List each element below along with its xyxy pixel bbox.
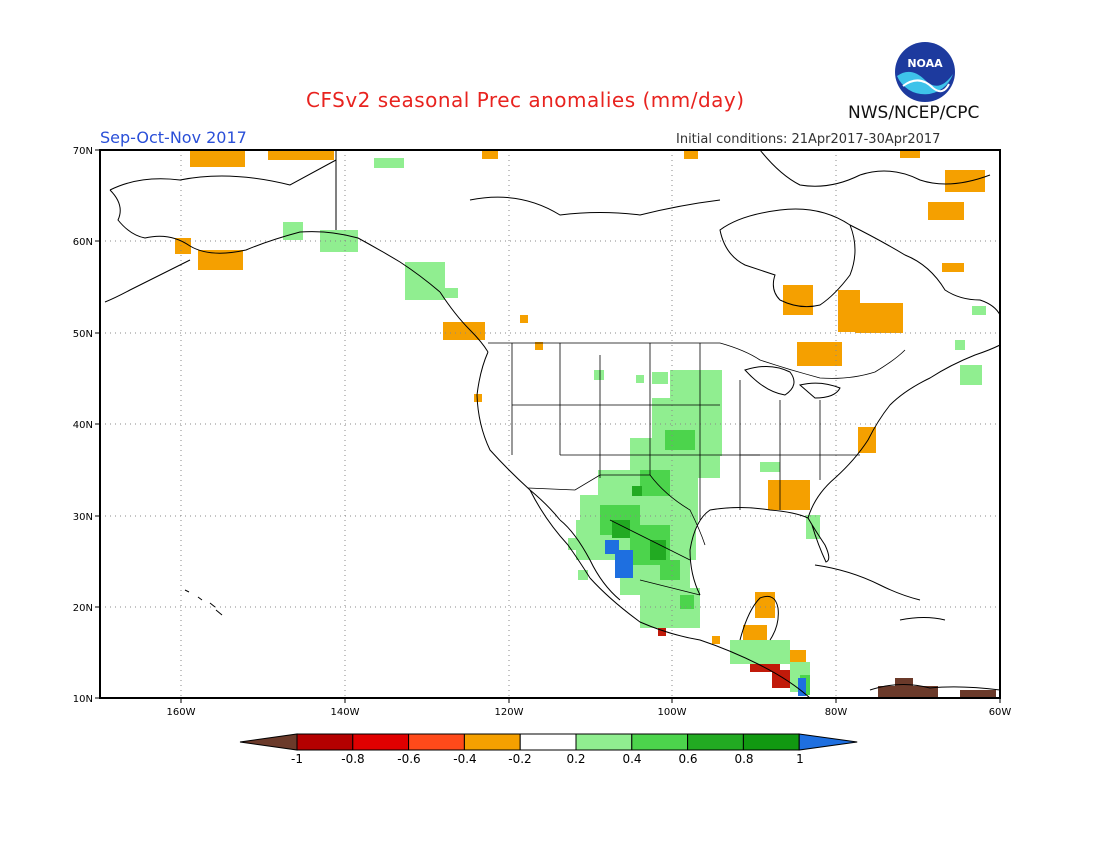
anomaly-cells-wet-heavy [612, 486, 666, 560]
color-legend [239, 733, 858, 751]
legend-label: -0.6 [397, 752, 420, 766]
lon-label: 140W [331, 707, 360, 718]
noaa-logo-text: NOAA [907, 57, 943, 70]
political-borders [488, 342, 906, 596]
lon-label: 80W [825, 707, 848, 718]
lon-label: 120W [495, 707, 524, 718]
anomaly-cells-wettest [605, 540, 806, 696]
anomaly-cells-extreme-dry [878, 678, 996, 698]
legend-label: 0.4 [622, 752, 641, 766]
lat-label: 60N [73, 237, 93, 248]
lat-label: 30N [73, 512, 93, 523]
legend-swatch [408, 733, 465, 751]
anomaly-cells-wet-light [283, 158, 986, 692]
legend-label: 1 [796, 752, 804, 766]
season-label: Sep-Oct-Nov 2017 [100, 128, 247, 147]
legend-swatch [575, 733, 633, 751]
lon-label: 160W [167, 707, 196, 718]
legend-label: 0.6 [678, 752, 697, 766]
graticule [100, 150, 1000, 698]
lat-label: 50N [73, 329, 93, 340]
legend-swatch [296, 733, 354, 751]
legend-swatch [352, 733, 410, 751]
map-title: CFSv2 seasonal Prec anomalies (mm/day) [306, 88, 745, 112]
lat-label: 20N [73, 603, 93, 614]
legend-swatch [742, 733, 800, 751]
legend-swatch [463, 733, 521, 751]
lat-label: 10N [73, 694, 93, 705]
lon-label: 100W [658, 707, 687, 718]
tick-marks [95, 149, 1001, 703]
legend-label: -0.8 [341, 752, 364, 766]
agency-label: NWS/NCEP/CPC [848, 103, 980, 123]
lat-label: 40N [73, 420, 93, 431]
legend-swatch [631, 733, 689, 751]
noaa-logo: NOAA [895, 42, 955, 102]
legend-swatch [687, 733, 744, 751]
lon-label: 60W [989, 707, 1012, 718]
legend-label: 0.8 [734, 752, 753, 766]
legend-label: -0.4 [453, 752, 476, 766]
legend-arrow-high [798, 733, 858, 751]
legend-swatch [519, 733, 577, 751]
legend-arrow-low [239, 733, 298, 751]
legend-label: 0.2 [566, 752, 585, 766]
legend-labels: -1 -0.8 -0.6 -0.4 -0.2 0.2 0.4 0.6 0.8 1 [291, 752, 804, 766]
lat-label: 70N [73, 146, 93, 157]
legend-label: -1 [291, 752, 303, 766]
coastlines [104, 149, 1001, 699]
legend-label: -0.2 [508, 752, 531, 766]
initial-conditions-label: Initial conditions: 21Apr2017-30Apr2017 [676, 132, 941, 147]
